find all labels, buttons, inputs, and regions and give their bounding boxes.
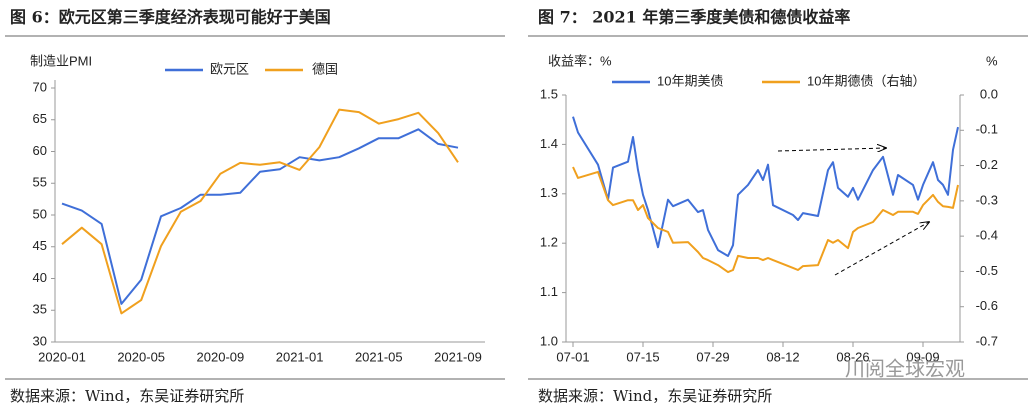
y2-tick-label: -0.4 [976,228,998,243]
series-line [61,128,459,305]
legend-label: 欧元区 [210,61,249,76]
x-tick-label: 2020-01 [38,349,86,364]
y2-tick-label: -0.3 [976,192,998,207]
arrow [777,148,886,151]
y-tick-label: 30 [33,333,47,348]
y-axis-label: 制造业PMI [30,53,92,68]
y-tick-label: 50 [33,206,47,221]
y2-tick-label: -0.7 [976,333,998,348]
legend-label: 10年期德债（右轴） [807,73,925,88]
chart-title: 图 7： 2021 年第三季度美债和德债收益率 [538,8,850,27]
legend-label: 德国 [312,61,338,76]
series-line [572,166,959,274]
x-tick-label: 09-09 [906,349,939,364]
y-tick-label: 1.2 [540,235,558,250]
y2-tick-label: -0.1 [976,122,998,137]
y-tick-label: 1.1 [540,284,558,299]
y-tick-label: 1.3 [540,185,558,200]
legend-label: 10年期美债 [657,73,723,88]
x-tick-label: 2021-01 [276,349,324,364]
watermark: 川阅全球宏观 [845,357,965,380]
y-tick-label: 65 [33,111,47,126]
y-tick-label: 1.0 [540,333,558,348]
x-tick-label: 2020-05 [117,349,165,364]
y-axis-label: 收益率：% [548,53,612,68]
y-tick-label: 45 [33,238,47,253]
x-tick-label: 08-26 [836,349,869,364]
x-tick-label: 2021-05 [355,349,403,364]
x-tick-label: 2021-09 [434,349,482,364]
series-line [572,116,959,257]
x-tick-label: 2020-09 [197,349,245,364]
y-tick-label: 1.5 [540,86,558,101]
y2-tick-label: -0.6 [976,298,998,313]
y-tick-label: 70 [33,79,47,94]
y-tick-label: 60 [33,143,47,158]
y2-tick-label: -0.2 [976,157,998,172]
x-tick-label: 07-01 [556,349,589,364]
y-tick-label: 1.4 [540,136,558,151]
y2-tick-label: -0.5 [976,263,998,278]
y2-tick-label: 0.0 [980,86,998,101]
y2-axis-label: % [986,53,998,68]
y-tick-label: 35 [33,302,47,317]
x-tick-label: 07-29 [696,349,729,364]
source: 数据来源：Wind，东吴证券研究所 [538,387,772,405]
x-tick-label: 08-12 [766,349,799,364]
source: 数据来源：Wind，东吴证券研究所 [10,387,244,405]
series-line [61,108,459,315]
x-tick-label: 07-15 [626,349,659,364]
chart-title: 图 6：欧元区第三季度经济表现可能好于美国 [10,8,331,27]
plots: 2020-01 2020-05 2020-09 2021-01 2021-05 2021-… [33,61,998,364]
y-tick-label: 55 [33,175,47,190]
y-tick-label: 40 [33,270,47,285]
arrow [834,222,929,276]
